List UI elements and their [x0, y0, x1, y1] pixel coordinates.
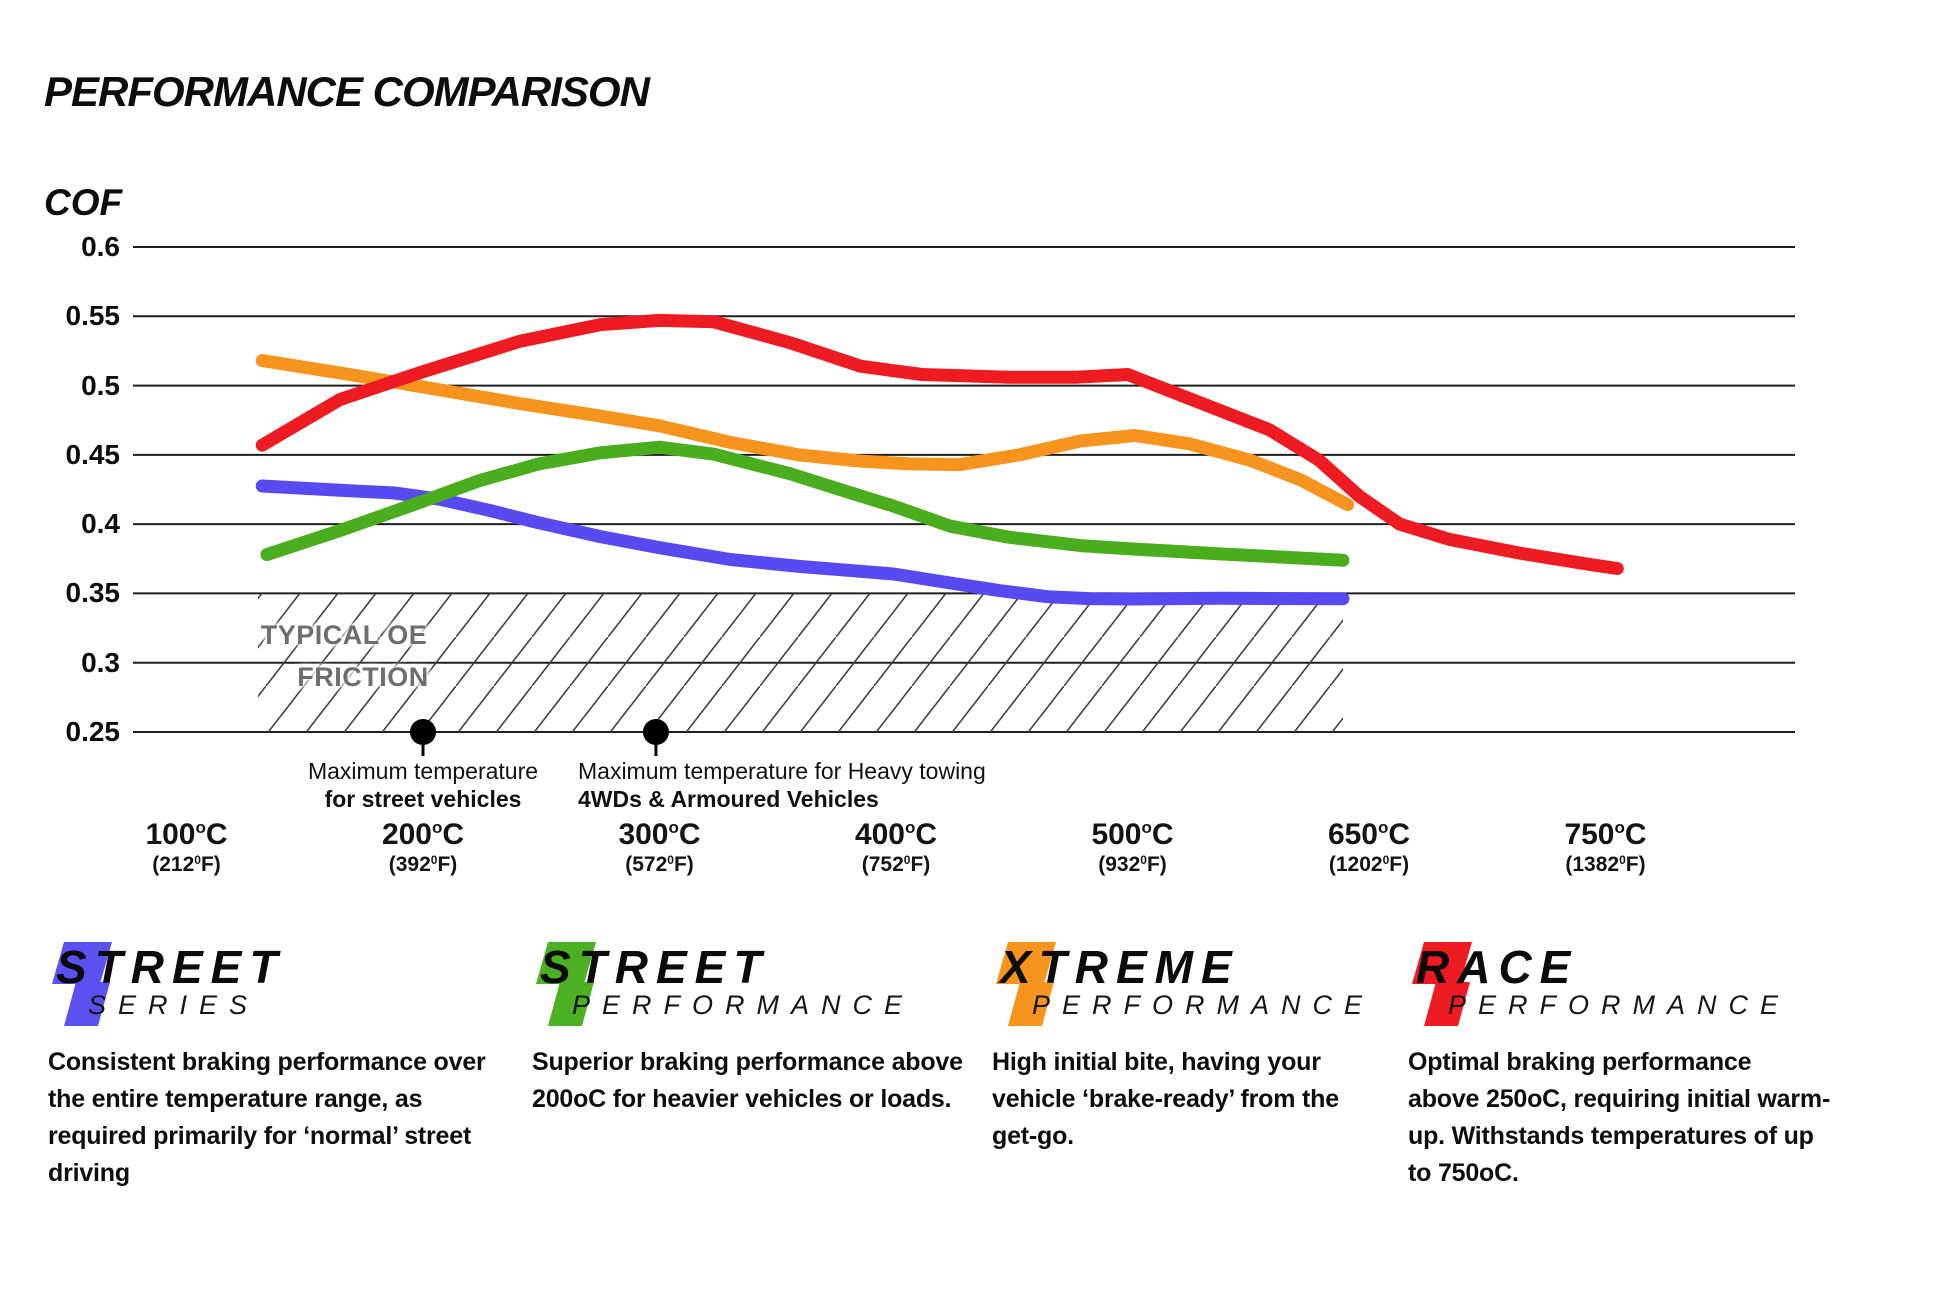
description-line: vehicle ‘brake-ready’ from the — [992, 1085, 1339, 1113]
brand-logo: XTREME PERFORMANCE — [992, 938, 1362, 1038]
logo-shape-top-parallelogram — [52, 942, 112, 984]
description-line: High initial bite, having your — [992, 1048, 1321, 1076]
description-line: above 250oC, requiring initial warm- — [1408, 1085, 1831, 1113]
description-line: Consistent braking performance over — [48, 1048, 486, 1076]
legend-item-xtreme-performance: XTREME PERFORMANCE High initial bite, ha… — [992, 938, 1362, 1155]
description-line: driving — [48, 1159, 130, 1187]
y-axis-title: COF — [44, 182, 123, 223]
brand-logo-shape-icon — [536, 942, 596, 1026]
logo-main-word: STREET — [56, 941, 286, 993]
logo-shape-top-parallelogram — [1412, 942, 1472, 984]
legend-description: Superior braking performance above 200oC … — [532, 1044, 963, 1118]
logo-sub-word: PERFORMANCE — [1032, 990, 1375, 1020]
legend-description: Optimal braking performance above 250oC, … — [1408, 1044, 1830, 1192]
logo-sub-word: SERIES — [88, 990, 260, 1020]
annotation-dot-0 — [410, 719, 436, 745]
description-line: the entire temperature range, as — [48, 1085, 423, 1113]
legend-item-street-performance: STREET PERFORMANCE Superior braking perf… — [532, 938, 963, 1118]
logo-shape-top-parallelogram — [996, 942, 1056, 984]
logo-shape-bottom-parallelogram — [1424, 982, 1470, 1026]
legend-description: High initial bite, having your vehicle ‘b… — [992, 1044, 1339, 1155]
brand-logo: STREET PERFORMANCE — [532, 938, 963, 1038]
legend-item-street-series: STREET SERIES Consistent braking perform… — [48, 938, 486, 1192]
logo-sub-word: PERFORMANCE — [572, 990, 915, 1020]
logo-shape-top-parallelogram — [536, 942, 596, 984]
logo-sub-word: PERFORMANCE — [1448, 990, 1791, 1020]
curve-xtreme-performance — [255, 354, 1355, 512]
description-line: Optimal braking performance — [1408, 1048, 1752, 1076]
description-line: to 750oC. — [1408, 1159, 1519, 1187]
logo-shape-bottom-parallelogram — [64, 982, 110, 1026]
description-line: get-go. — [992, 1122, 1074, 1150]
typical-oe-friction-band — [257, 593, 1343, 732]
logo-main-word: STREET — [540, 941, 770, 993]
brand-logo-shape-icon — [52, 942, 112, 1026]
description-line: up. Withstands temperatures of up — [1408, 1122, 1814, 1150]
brand-logo-shape-icon — [1412, 942, 1472, 1026]
brand-logo: STREET SERIES — [48, 938, 486, 1038]
description-line: 200oC for heavier vehicles or loads. — [532, 1085, 952, 1113]
logo-shape-bottom-parallelogram — [1008, 982, 1054, 1026]
brand-logo: RACE PERFORMANCE — [1408, 938, 1830, 1038]
curve-street-performance — [260, 440, 1350, 567]
legend-description: Consistent braking performance over the e… — [48, 1044, 486, 1192]
legend-item-race-performance: RACE PERFORMANCE Optimal braking perform… — [1408, 938, 1830, 1192]
brand-logo-shape-icon — [996, 942, 1056, 1026]
page-title: PERFORMANCE COMPARISON — [44, 68, 650, 115]
annotation-dot-1 — [642, 719, 669, 745]
logo-main-word: RACE — [1416, 941, 1579, 993]
logo-shape-bottom-parallelogram — [548, 982, 594, 1026]
logo-main-word: XTREME — [1000, 941, 1240, 993]
description-line: required primarily for ‘normal’ street — [48, 1122, 472, 1150]
curve-race-performance — [255, 313, 1624, 575]
description-line: Superior braking performance above — [532, 1048, 963, 1076]
